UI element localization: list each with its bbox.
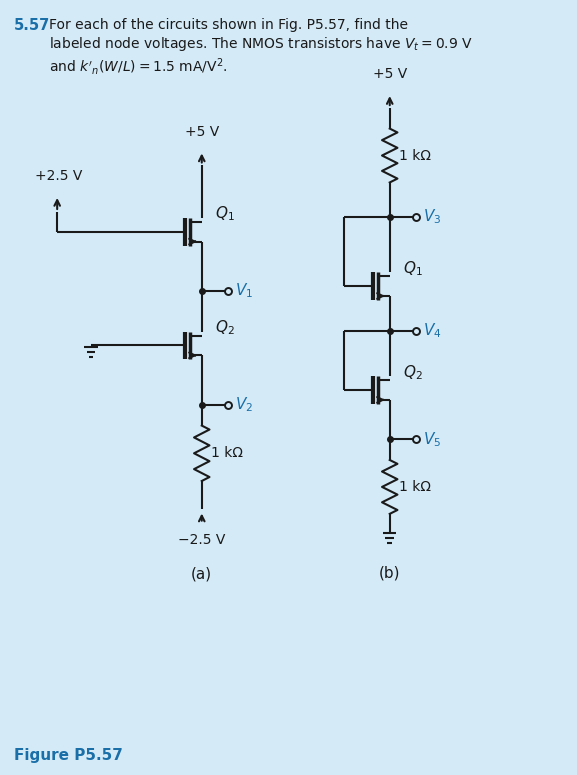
Text: $V_3$: $V_3$: [422, 208, 441, 226]
Text: $Q_1$: $Q_1$: [403, 259, 423, 277]
Text: Figure P5.57: Figure P5.57: [14, 748, 123, 763]
Text: $Q_2$: $Q_2$: [215, 319, 235, 337]
Text: (a): (a): [191, 566, 212, 581]
Text: 1 kΩ: 1 kΩ: [211, 446, 243, 460]
Text: $V_4$: $V_4$: [422, 322, 441, 340]
Text: $V_5$: $V_5$: [422, 430, 441, 449]
Text: $Q_1$: $Q_1$: [215, 205, 235, 223]
Text: $Q_2$: $Q_2$: [403, 363, 423, 381]
Text: +5 V: +5 V: [373, 67, 407, 81]
Text: +2.5 V: +2.5 V: [35, 169, 83, 183]
Text: $V_1$: $V_1$: [234, 281, 253, 301]
Text: 1 kΩ: 1 kΩ: [399, 480, 432, 494]
Text: (b): (b): [379, 565, 400, 580]
Text: 1 kΩ: 1 kΩ: [399, 149, 432, 163]
Text: −2.5 V: −2.5 V: [178, 533, 226, 547]
Text: $V_2$: $V_2$: [234, 395, 253, 414]
Text: 5.57: 5.57: [14, 18, 50, 33]
Text: For each of the circuits shown in Fig. P5.57, find the
labeled node voltages. Th: For each of the circuits shown in Fig. P…: [48, 18, 473, 77]
Text: +5 V: +5 V: [185, 125, 219, 139]
